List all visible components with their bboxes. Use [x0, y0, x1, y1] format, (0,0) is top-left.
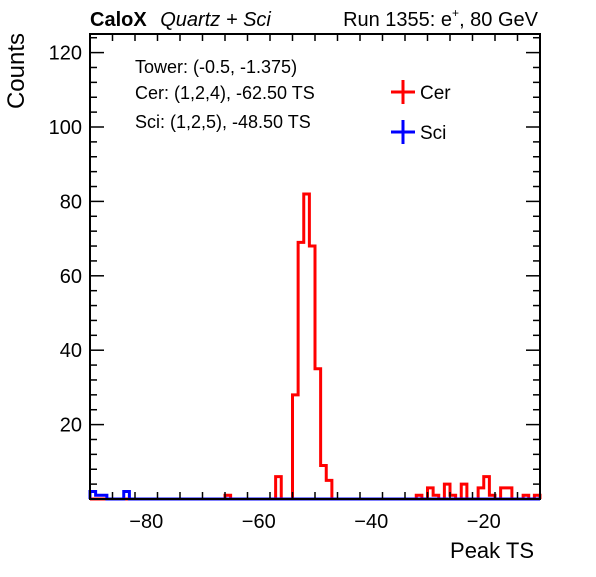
y-axis-label: Counts — [3, 33, 30, 109]
run-suffix: , 80 GeV — [459, 9, 539, 31]
y-tick-label: 20 — [60, 415, 82, 437]
title-subtitle: Quartz + Sci — [160, 9, 271, 31]
y-tick-label: 100 — [49, 117, 82, 139]
x-tick-label: −20 — [467, 511, 501, 533]
y-tick-label: 60 — [60, 266, 82, 288]
y-tick-label: 120 — [49, 43, 82, 65]
axis-ticks — [89, 34, 541, 500]
run-superscript: + — [452, 6, 459, 20]
annotation-sci: Sci: (1,2,5), -48.50 TS — [135, 112, 311, 132]
run-info: Run 1355: e+, 80 GeV — [343, 6, 539, 31]
y-tick-label: 40 — [60, 340, 82, 362]
legend: Cer Sci — [391, 80, 451, 144]
y-tick-label: 80 — [60, 191, 82, 213]
legend-sci-label: Sci — [420, 123, 446, 144]
run-prefix: Run 1355: e — [343, 9, 452, 31]
chart-title: CaloX Quartz + Sci — [90, 9, 271, 31]
x-tick-label: −60 — [242, 511, 276, 533]
x-axis-label: Peak TS — [450, 538, 534, 563]
series-cer-line — [90, 192, 542, 501]
x-tick-label: −40 — [354, 511, 388, 533]
title-experiment: CaloX — [90, 9, 147, 31]
histogram-layer — [88, 192, 542, 501]
tick-labels: −80 −60 −40 −20 20 40 60 80 100 120 — [49, 43, 501, 533]
x-tick-label: −80 — [129, 511, 163, 533]
annotation-tower: Tower: (-0.5, -1.375) — [135, 57, 297, 77]
annotation-cer: Cer: (1,2,4), -62.50 TS — [135, 83, 315, 103]
legend-cer-label: Cer — [420, 83, 451, 104]
